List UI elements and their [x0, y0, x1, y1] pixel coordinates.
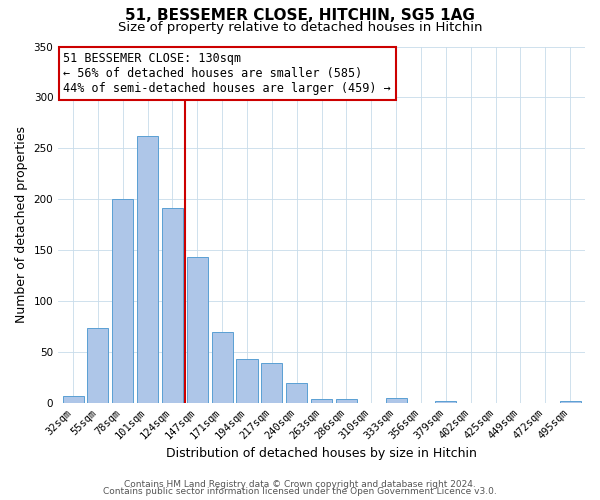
- Bar: [435, 401, 457, 403]
- Text: Contains public sector information licensed under the Open Government Licence v3: Contains public sector information licen…: [103, 487, 497, 496]
- Bar: [286, 382, 307, 403]
- Y-axis label: Number of detached properties: Number of detached properties: [15, 126, 28, 323]
- Bar: [62, 396, 83, 403]
- Bar: [311, 399, 332, 403]
- Text: Size of property relative to detached houses in Hitchin: Size of property relative to detached ho…: [118, 21, 482, 34]
- X-axis label: Distribution of detached houses by size in Hitchin: Distribution of detached houses by size …: [166, 447, 477, 460]
- Bar: [137, 136, 158, 403]
- Bar: [386, 398, 407, 403]
- Text: 51 BESSEMER CLOSE: 130sqm
← 56% of detached houses are smaller (585)
44% of semi: 51 BESSEMER CLOSE: 130sqm ← 56% of detac…: [64, 52, 391, 95]
- Text: Contains HM Land Registry data © Crown copyright and database right 2024.: Contains HM Land Registry data © Crown c…: [124, 480, 476, 489]
- Bar: [336, 399, 357, 403]
- Bar: [162, 208, 183, 403]
- Bar: [187, 258, 208, 403]
- Bar: [236, 359, 257, 403]
- Text: 51, BESSEMER CLOSE, HITCHIN, SG5 1AG: 51, BESSEMER CLOSE, HITCHIN, SG5 1AG: [125, 8, 475, 22]
- Bar: [560, 401, 581, 403]
- Bar: [88, 328, 109, 403]
- Bar: [112, 200, 133, 403]
- Bar: [212, 332, 233, 403]
- Bar: [262, 364, 283, 403]
